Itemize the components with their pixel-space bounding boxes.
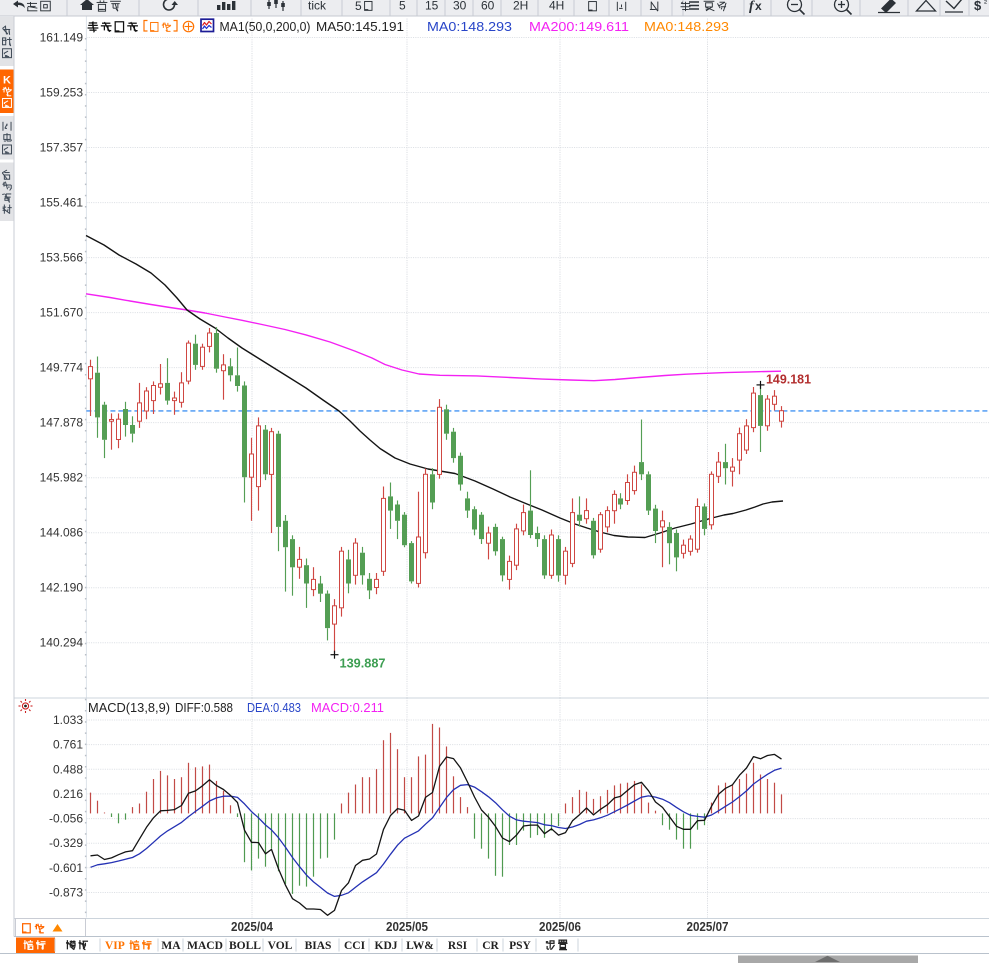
svg-text:147.878: 147.878: [40, 416, 84, 430]
svg-text:DIFF:0.588: DIFF:0.588: [175, 701, 233, 715]
svg-text:2025/07: 2025/07: [687, 920, 729, 934]
svg-text:142.190: 142.190: [40, 581, 84, 595]
svg-text:4H: 4H: [549, 0, 564, 13]
svg-text:BIAS: BIAS: [305, 940, 332, 952]
svg-text:144.086: 144.086: [40, 526, 84, 540]
svg-text:VOL: VOL: [268, 940, 293, 952]
svg-text:LW&: LW&: [406, 940, 434, 952]
svg-text:²: ²: [984, 0, 987, 8]
svg-text:VIP: VIP: [105, 940, 125, 952]
svg-text:MA0:148.293: MA0:148.293: [644, 20, 729, 34]
svg-text:-0.873: -0.873: [49, 886, 83, 900]
svg-text:151.670: 151.670: [40, 306, 84, 320]
svg-text:MACD: MACD: [187, 940, 223, 952]
svg-text:DEA:0.483: DEA:0.483: [247, 701, 301, 715]
svg-text:0.761: 0.761: [53, 738, 83, 752]
svg-text:RSI: RSI: [448, 940, 468, 952]
svg-text:MA1(50,0,200,0): MA1(50,0,200,0): [220, 20, 311, 34]
svg-text:MA: MA: [161, 940, 181, 952]
svg-text:159.253: 159.253: [40, 86, 84, 100]
svg-text:$: $: [974, 0, 982, 13]
svg-text:1.033: 1.033: [53, 713, 83, 727]
svg-text:MA0:148.293: MA0:148.293: [427, 20, 512, 34]
svg-text:x: x: [755, 0, 762, 13]
svg-text:140.294: 140.294: [40, 636, 84, 650]
svg-text:BOLL: BOLL: [229, 940, 261, 952]
svg-text:15: 15: [425, 0, 439, 13]
svg-text:139.887: 139.887: [340, 657, 386, 671]
svg-text:149.181: 149.181: [766, 372, 811, 386]
svg-text:CR: CR: [482, 940, 499, 952]
svg-text:153.566: 153.566: [40, 251, 84, 265]
svg-text:2025/04: 2025/04: [231, 920, 273, 934]
svg-text:0.488: 0.488: [53, 762, 83, 776]
svg-text:145.982: 145.982: [40, 471, 84, 485]
svg-text:-0.601: -0.601: [49, 861, 83, 875]
svg-text:CCI: CCI: [344, 940, 366, 952]
svg-text:161.149: 161.149: [40, 31, 84, 45]
svg-text:MA200:149.611: MA200:149.611: [529, 20, 629, 34]
svg-text:MA50:145.191: MA50:145.191: [316, 20, 404, 34]
svg-text:5: 5: [399, 0, 406, 13]
svg-text:PSY: PSY: [509, 940, 531, 952]
svg-text:30: 30: [453, 0, 467, 13]
svg-text:f: f: [749, 0, 755, 14]
svg-text:2025/05: 2025/05: [386, 920, 428, 934]
svg-text:K: K: [3, 75, 11, 87]
svg-text:60: 60: [481, 0, 495, 13]
svg-text:KDJ: KDJ: [375, 940, 398, 952]
svg-text:155.461: 155.461: [40, 196, 84, 210]
svg-text:MACD(13,8,9): MACD(13,8,9): [88, 701, 170, 715]
svg-text:tick: tick: [308, 0, 327, 13]
svg-text:2025/06: 2025/06: [539, 920, 581, 934]
svg-text:MACD:0.211: MACD:0.211: [311, 701, 384, 715]
svg-text:5: 5: [355, 0, 362, 13]
svg-text:0.216: 0.216: [53, 787, 83, 801]
svg-text:-0.329: -0.329: [49, 836, 83, 850]
svg-text:149.774: 149.774: [40, 361, 84, 375]
svg-text:-0.056: -0.056: [49, 812, 83, 826]
svg-text:2H: 2H: [513, 0, 528, 13]
svg-text:157.357: 157.357: [40, 141, 84, 155]
